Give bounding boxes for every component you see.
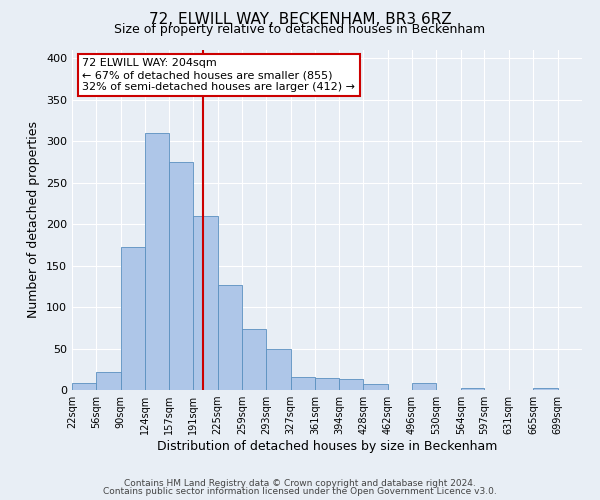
Bar (218, 284, 242, 390)
Bar (363, 384, 388, 390)
X-axis label: Distribution of detached houses by size in Beckenham: Distribution of detached houses by size … (157, 440, 497, 453)
Text: 72 ELWILL WAY: 204sqm
← 67% of detached houses are smaller (855)
32% of semi-det: 72 ELWILL WAY: 204sqm ← 67% of detached … (82, 58, 355, 92)
Bar (266, 350, 291, 390)
Bar (72, 384, 97, 390)
Bar (339, 379, 363, 390)
Bar (169, 162, 193, 390)
Bar (461, 388, 484, 390)
Text: Contains HM Land Registry data © Crown copyright and database right 2024.: Contains HM Land Registry data © Crown c… (124, 479, 476, 488)
Text: Contains public sector information licensed under the Open Government Licence v3: Contains public sector information licen… (103, 487, 497, 496)
Bar (412, 384, 436, 390)
Y-axis label: Number of detached properties: Number of detached properties (28, 122, 40, 318)
Bar (242, 328, 266, 390)
Bar (315, 378, 339, 390)
Text: Size of property relative to detached houses in Beckenham: Size of property relative to detached ho… (115, 22, 485, 36)
Bar (533, 388, 557, 390)
Bar (121, 248, 145, 390)
Bar (193, 216, 218, 390)
Bar (97, 372, 121, 390)
Bar (145, 133, 169, 390)
Bar (291, 376, 315, 390)
Text: 72, ELWILL WAY, BECKENHAM, BR3 6RZ: 72, ELWILL WAY, BECKENHAM, BR3 6RZ (149, 12, 451, 28)
